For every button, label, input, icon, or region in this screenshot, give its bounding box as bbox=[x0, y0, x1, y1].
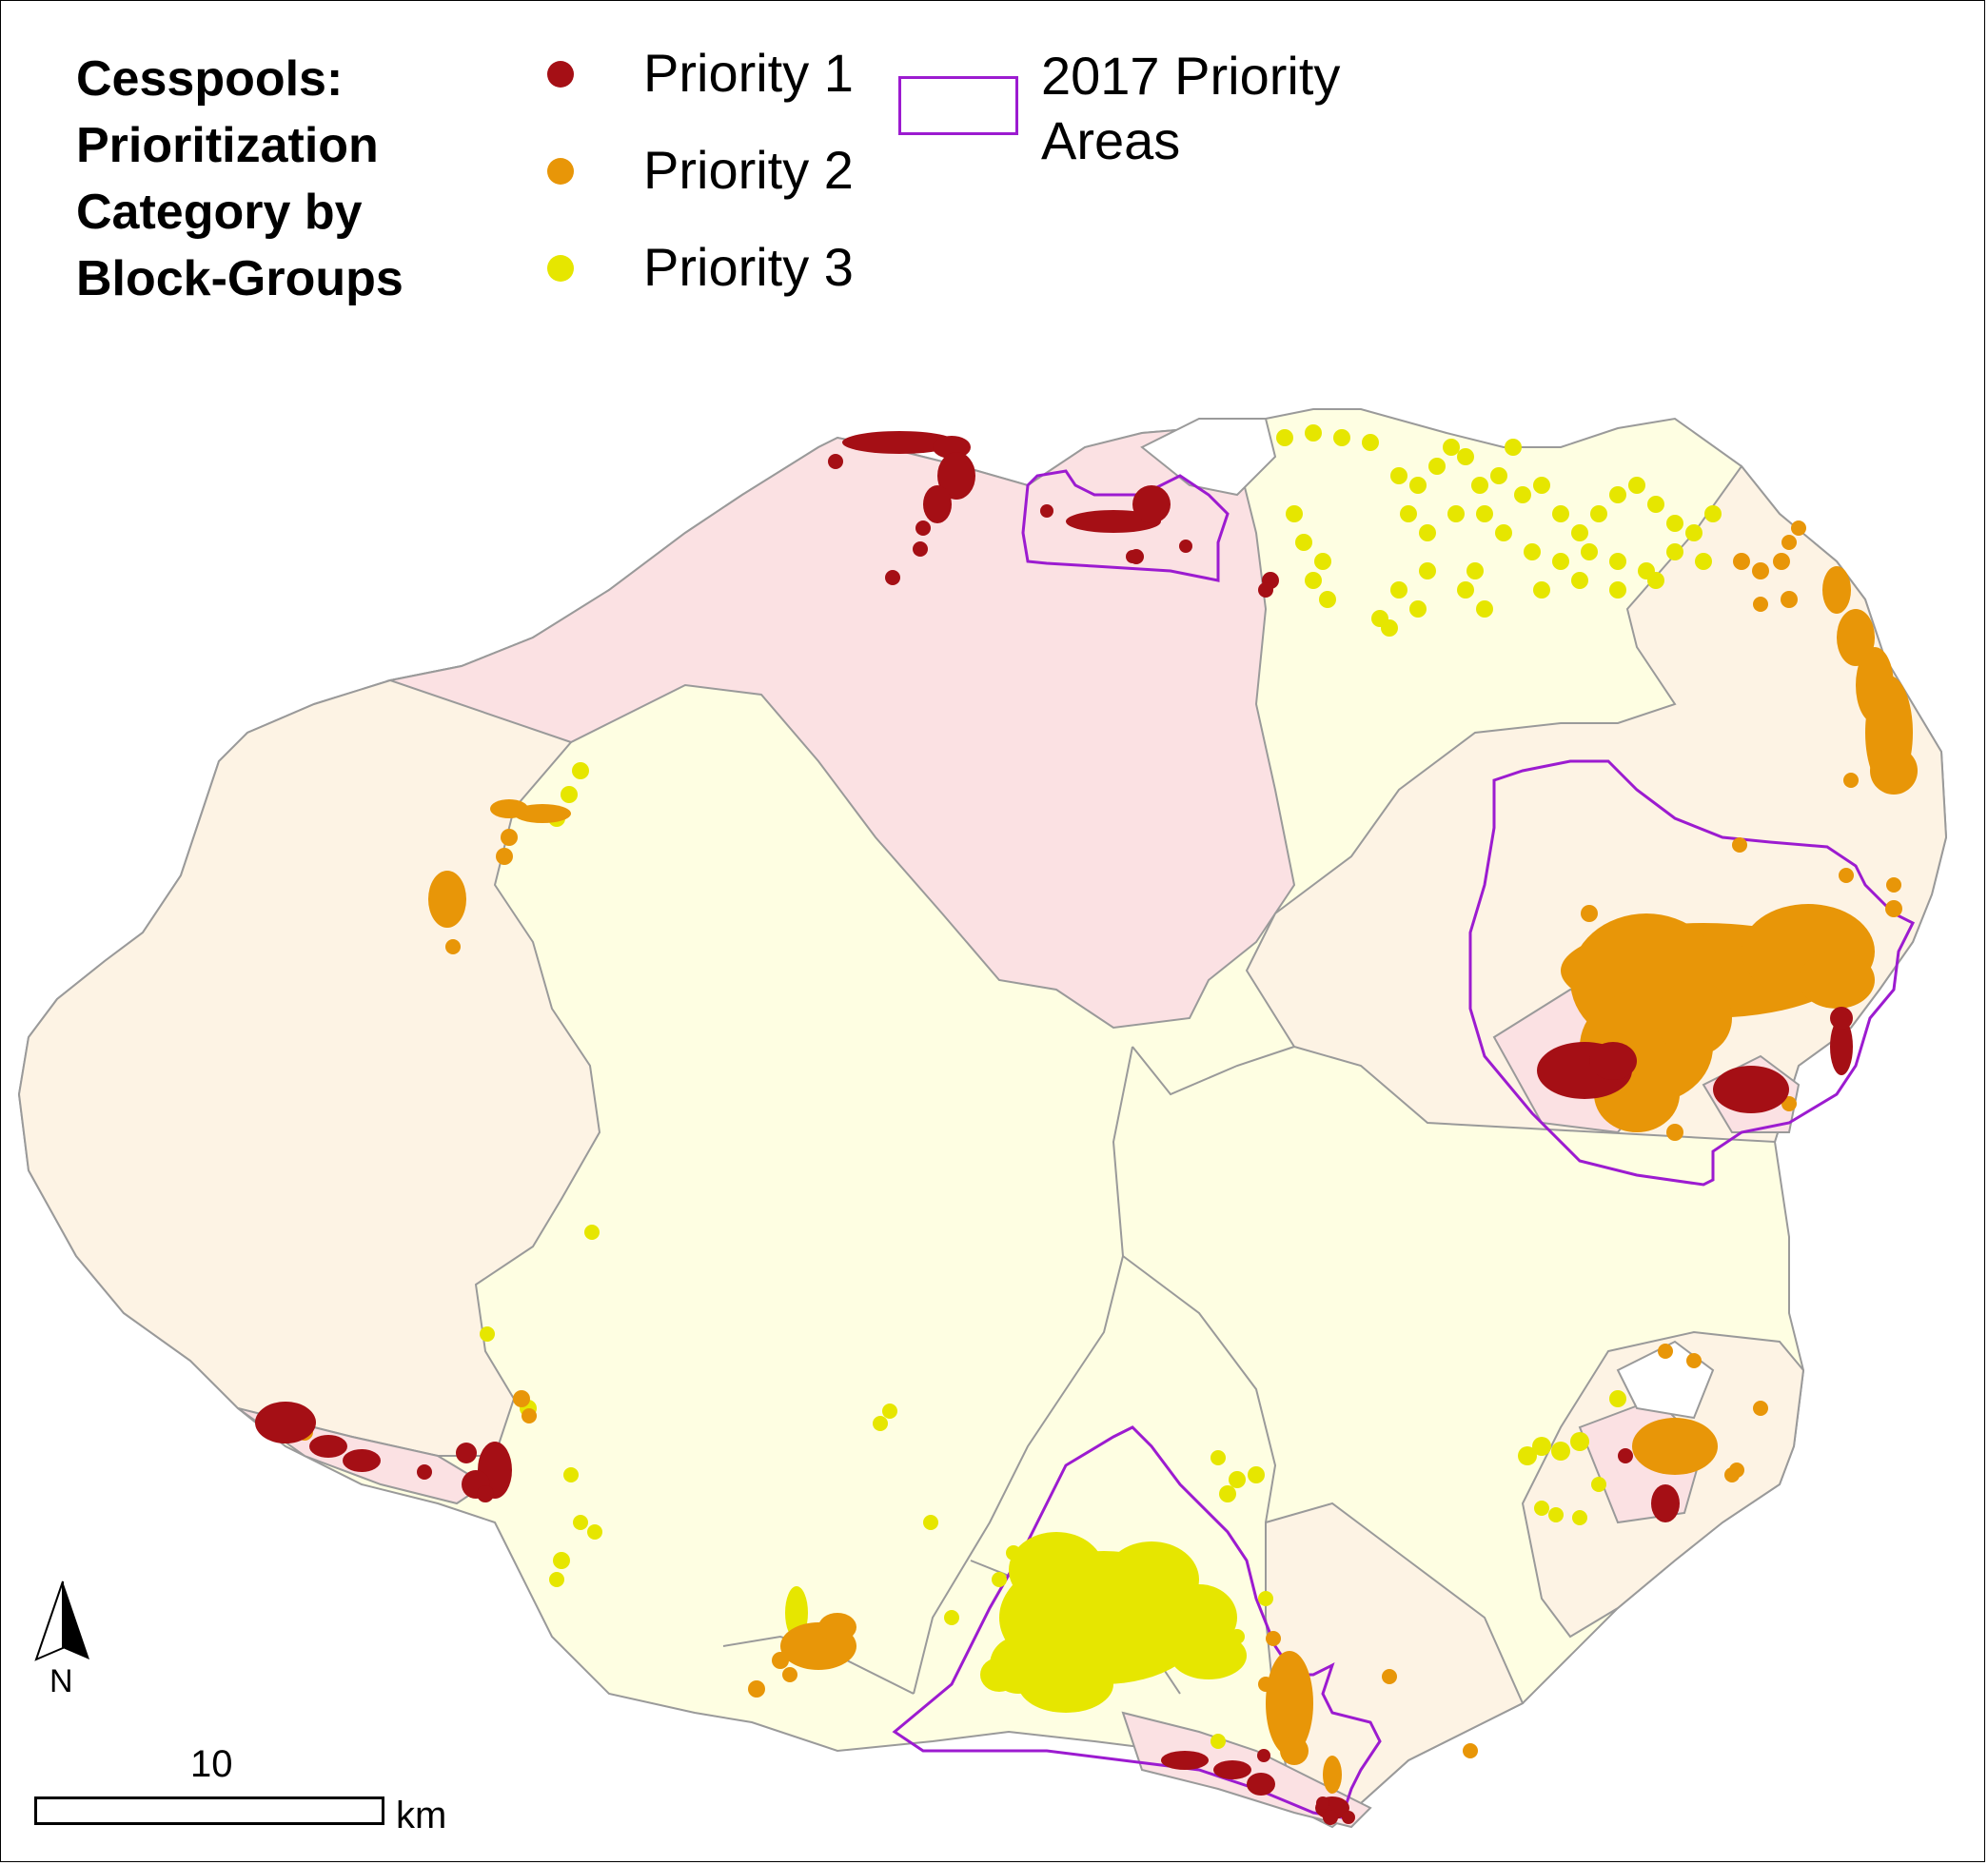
priority-area-south bbox=[892, 1425, 1382, 1819]
legend-priority3-label: Priority 3 bbox=[643, 237, 854, 297]
region-north bbox=[386, 426, 1296, 1030]
legend-priority3-swatch bbox=[547, 255, 574, 282]
legend-priority1-label: Priority 1 bbox=[643, 43, 854, 103]
priority-area-east bbox=[1468, 759, 1916, 1187]
legend-priority2-swatch bbox=[547, 158, 574, 185]
priority-area-north bbox=[1021, 469, 1230, 582]
legend-title-line-4: Block-Groups bbox=[76, 251, 404, 306]
legend-priority2-label: Priority 2 bbox=[643, 140, 854, 200]
priority-areas-2017 bbox=[892, 469, 1916, 1819]
legend-area-swatch bbox=[898, 76, 1018, 135]
north-arrow-icon bbox=[34, 1580, 89, 1661]
legend-title: Cesspools: Prioritization Category by Bl… bbox=[76, 46, 404, 312]
legend-priority1-swatch bbox=[547, 61, 574, 88]
legend-title-line-1: Cesspools: bbox=[76, 51, 344, 107]
north-arrow-label: N bbox=[49, 1663, 73, 1699]
region-white-nw bbox=[1140, 418, 1277, 497]
scale-bar-unit: km bbox=[396, 1795, 447, 1836]
legend-title-line-2: Prioritization bbox=[76, 118, 379, 173]
legend-title-line-3: Category by bbox=[76, 185, 363, 240]
priority-1-points[interactable] bbox=[255, 431, 1853, 1825]
scale-bar bbox=[34, 1796, 384, 1825]
legend-area-line-1: 2017 Priority bbox=[1041, 46, 1341, 106]
priority-3-points[interactable] bbox=[480, 424, 1722, 1749]
scale-bar-value: 10 bbox=[190, 1743, 233, 1785]
legend-area-label: 2017 Priority Areas bbox=[1041, 44, 1340, 173]
legend-area-line-2: Areas bbox=[1041, 110, 1181, 170]
priority-2-points[interactable] bbox=[296, 520, 1918, 1794]
